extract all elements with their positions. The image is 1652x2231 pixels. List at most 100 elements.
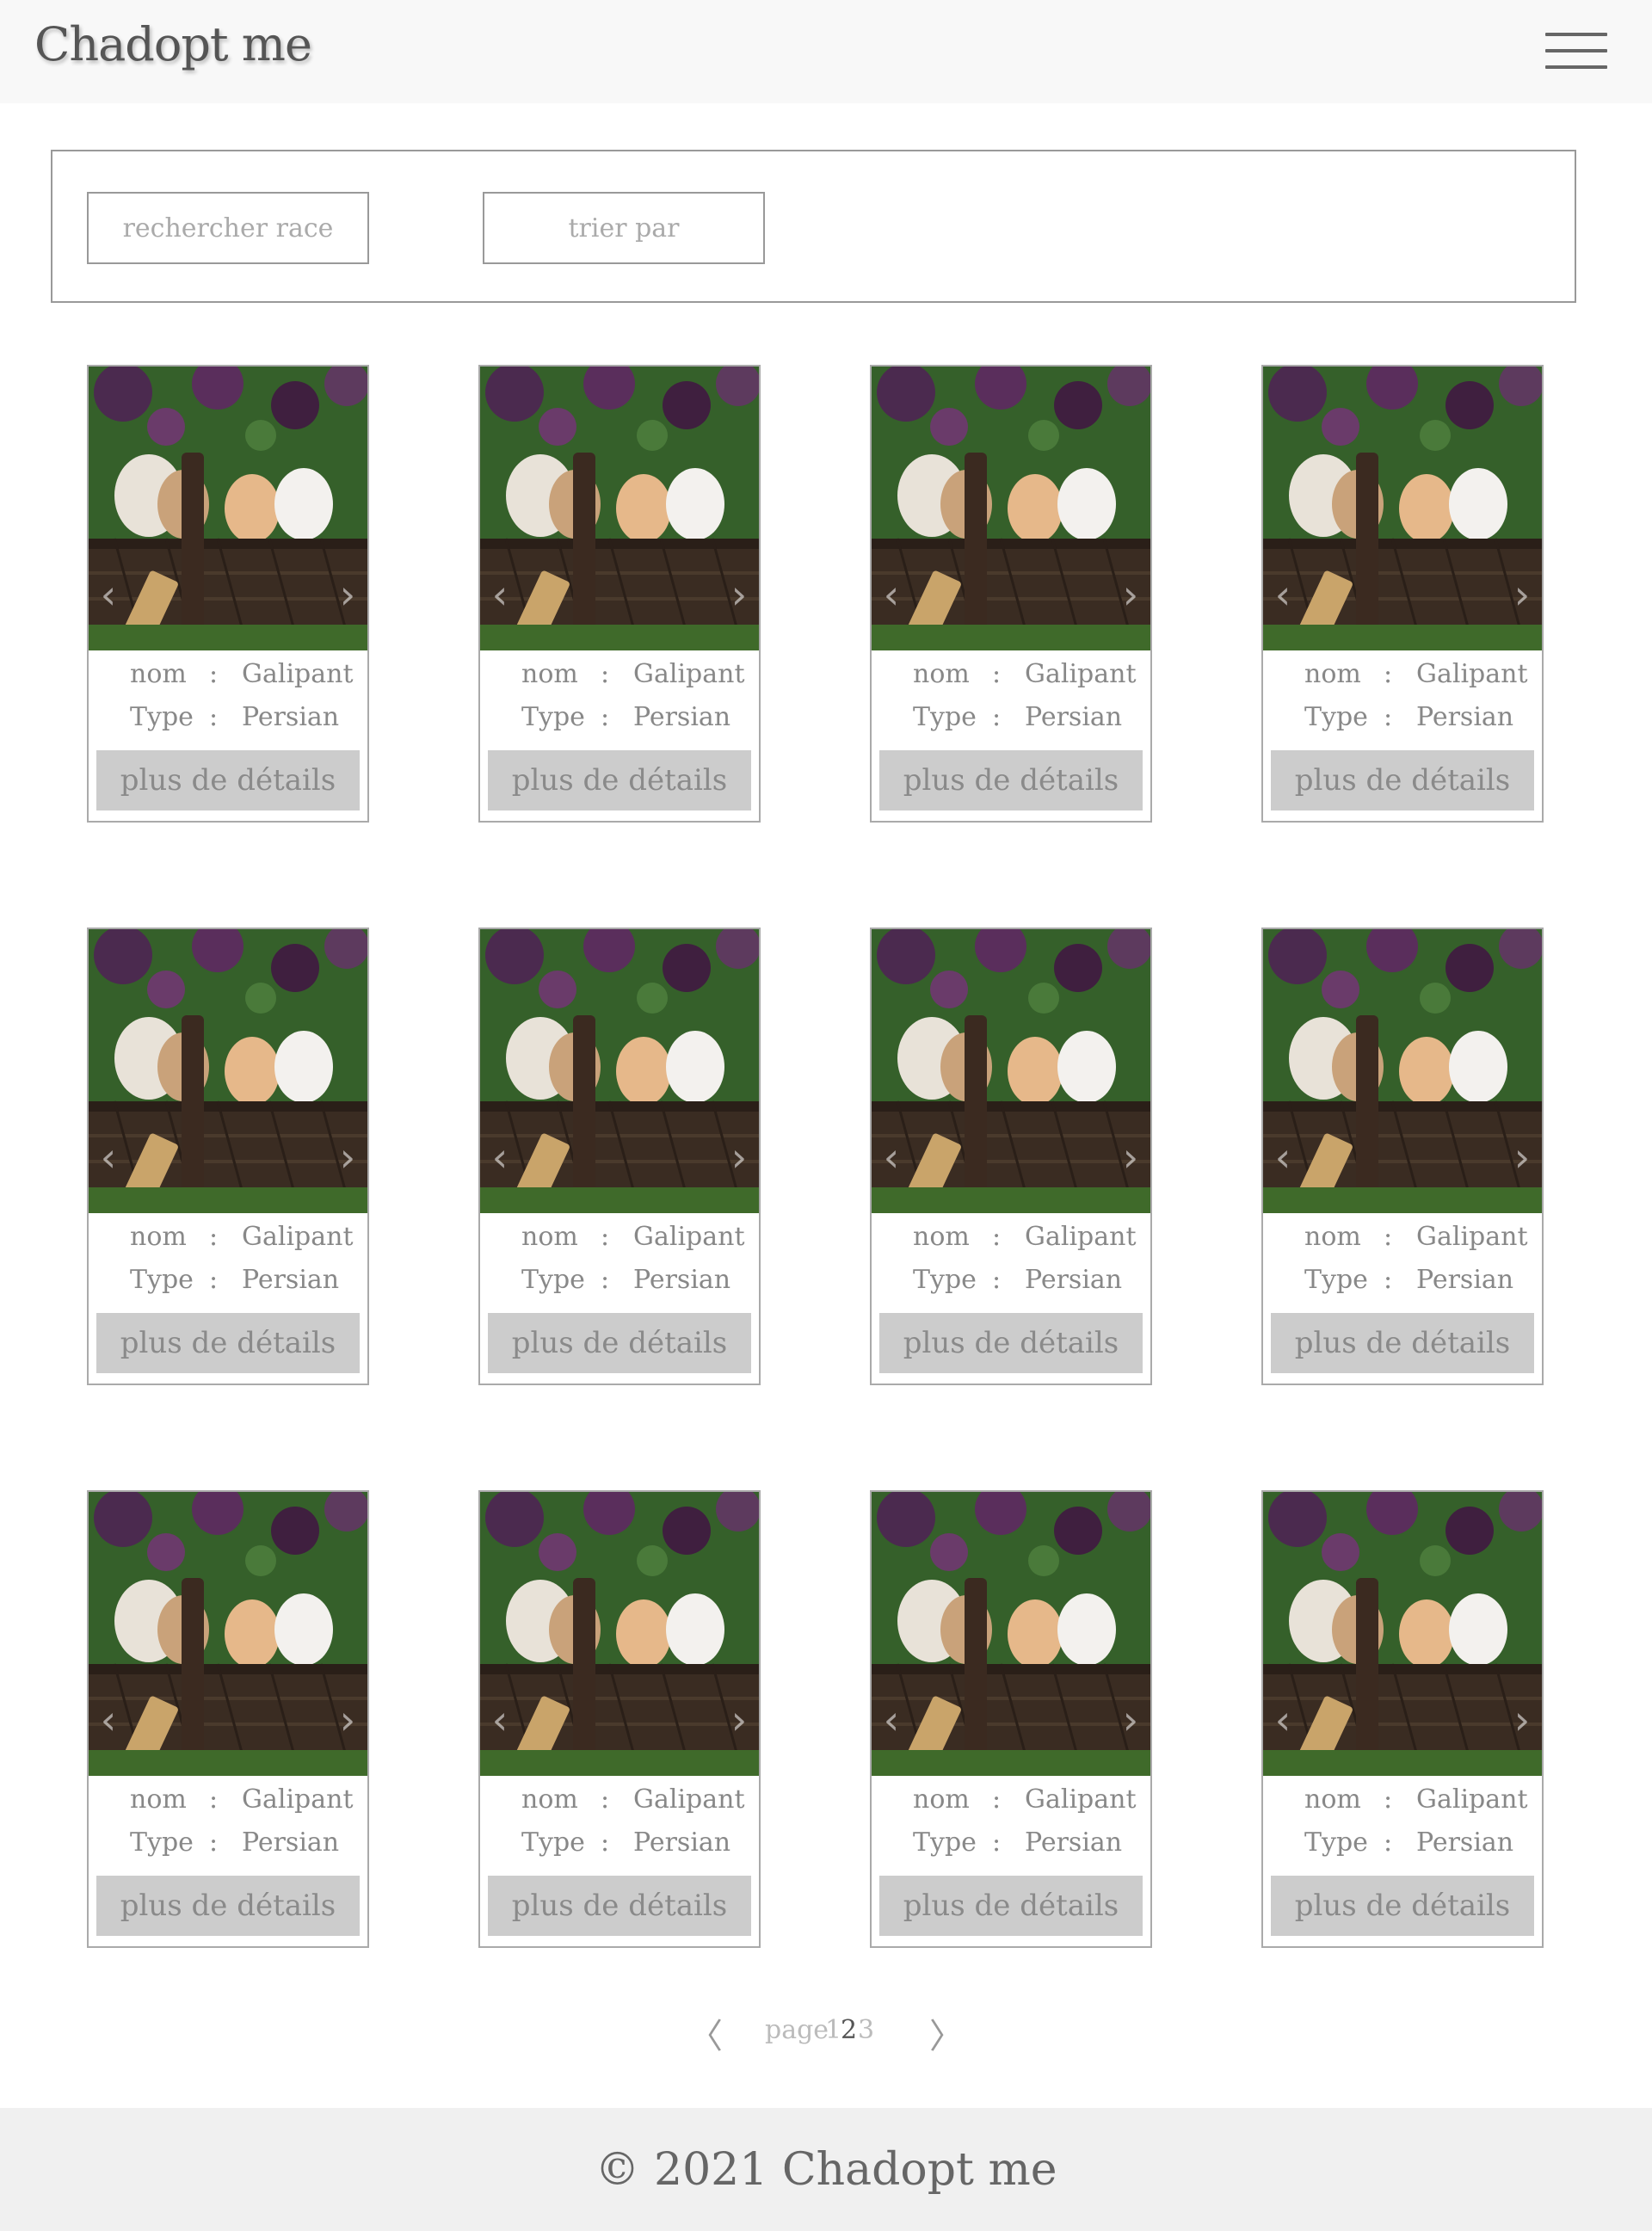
carousel-prev-icon[interactable]: ‹ — [883, 1134, 900, 1180]
carousel-prev-icon[interactable]: ‹ — [883, 571, 900, 618]
separator: : — [209, 702, 219, 732]
details-button[interactable]: plus de détails — [96, 1876, 360, 1936]
cat-photo[interactable]: ‹ › — [480, 929, 759, 1213]
type-row: Type: Persian — [480, 1827, 759, 1865]
cat-photo[interactable]: ‹ › — [872, 929, 1150, 1213]
separator: : — [1384, 1265, 1393, 1295]
carousel-prev-icon[interactable]: ‹ — [100, 571, 117, 618]
name-value: Galipant — [1416, 659, 1528, 689]
separator: : — [992, 1827, 1002, 1858]
type-label: Type — [130, 702, 194, 732]
cat-photo-art — [89, 1492, 367, 1776]
carousel-prev-icon[interactable]: ‹ — [100, 1697, 117, 1743]
details-button[interactable]: plus de détails — [96, 1313, 360, 1373]
separator: : — [209, 1265, 219, 1295]
carousel-prev-icon[interactable]: ‹ — [491, 571, 509, 618]
cat-photo-art — [480, 1492, 759, 1776]
carousel-next-icon[interactable]: › — [730, 1697, 748, 1743]
cat-photo[interactable]: ‹ › — [1263, 929, 1542, 1213]
type-row: Type: Persian — [89, 1265, 367, 1303]
carousel-next-icon[interactable]: › — [1513, 1697, 1531, 1743]
separator: : — [601, 702, 610, 732]
carousel-prev-icon[interactable]: ‹ — [883, 1697, 900, 1743]
cat-photo[interactable]: ‹ › — [89, 367, 367, 650]
name-label: nom — [521, 659, 578, 689]
page-link-3[interactable]: 3 — [858, 2015, 875, 2045]
carousel-prev-icon[interactable]: ‹ — [1274, 1134, 1291, 1180]
hamburger-menu-icon[interactable] — [1545, 31, 1607, 71]
carousel-prev-icon[interactable]: ‹ — [491, 1697, 509, 1743]
type-value: Persian — [1416, 702, 1514, 732]
details-button[interactable]: plus de détails — [488, 1876, 751, 1936]
cat-card: ‹ › nom: Galipant Type: Persian plus de détail… — [87, 365, 369, 823]
type-row: Type: Persian — [1263, 1265, 1542, 1303]
cat-photo-art — [1263, 1492, 1542, 1776]
page-link-1[interactable]: 1 — [825, 2015, 842, 2045]
type-row: Type: Persian — [1263, 702, 1542, 740]
separator: : — [1384, 1222, 1393, 1252]
type-row: Type: Persian — [872, 1265, 1150, 1303]
cat-photo[interactable]: ‹ › — [872, 367, 1150, 650]
carousel-next-icon[interactable]: › — [339, 1134, 356, 1180]
name-value: Galipant — [1025, 659, 1137, 689]
carousel-prev-icon[interactable]: ‹ — [100, 1134, 117, 1180]
name-label: nom — [913, 659, 970, 689]
details-button[interactable]: plus de détails — [1271, 1876, 1534, 1936]
search-breed-button[interactable]: rechercher race — [87, 192, 369, 264]
carousel-next-icon[interactable]: › — [1122, 1134, 1139, 1180]
name-label: nom — [130, 1784, 187, 1815]
cat-photo[interactable]: ‹ › — [89, 1492, 367, 1776]
carousel-next-icon[interactable]: › — [730, 1134, 748, 1180]
prev-page-icon[interactable]: 〈 — [688, 2017, 723, 2056]
carousel-next-icon[interactable]: › — [1122, 1697, 1139, 1743]
cat-card: ‹ › nom: Galipant Type: Persian plus de détail… — [1261, 365, 1544, 823]
name-value: Galipant — [242, 1784, 354, 1815]
carousel-next-icon[interactable]: › — [1513, 571, 1531, 618]
details-button[interactable]: plus de détails — [488, 750, 751, 810]
name-row: nom: Galipant — [89, 659, 367, 697]
cat-photo[interactable]: ‹ › — [1263, 367, 1542, 650]
cat-photo-art — [89, 367, 367, 650]
carousel-next-icon[interactable]: › — [1513, 1134, 1531, 1180]
cat-photo[interactable]: ‹ › — [480, 1492, 759, 1776]
type-row: Type: Persian — [872, 1827, 1150, 1865]
type-value: Persian — [1416, 1265, 1514, 1295]
separator: : — [601, 1827, 610, 1858]
menu-bar — [1545, 65, 1607, 69]
carousel-next-icon[interactable]: › — [339, 1697, 356, 1743]
details-button[interactable]: plus de détails — [879, 1876, 1143, 1936]
cat-photo[interactable]: ‹ › — [89, 929, 367, 1213]
footer: © 2021 Chadopt me — [0, 2108, 1652, 2231]
type-value: Persian — [1416, 1827, 1514, 1858]
carousel-prev-icon[interactable]: ‹ — [1274, 1697, 1291, 1743]
cat-photo[interactable]: ‹ › — [872, 1492, 1150, 1776]
type-value: Persian — [242, 1827, 340, 1858]
details-button[interactable]: plus de détails — [96, 750, 360, 810]
details-button[interactable]: plus de détails — [1271, 1313, 1534, 1373]
carousel-next-icon[interactable]: › — [339, 571, 356, 618]
name-row: nom: Galipant — [480, 1784, 759, 1822]
type-value: Persian — [633, 702, 731, 732]
details-button[interactable]: plus de détails — [1271, 750, 1534, 810]
cat-photo[interactable]: ‹ › — [480, 367, 759, 650]
name-value: Galipant — [242, 1222, 354, 1252]
carousel-next-icon[interactable]: › — [730, 571, 748, 618]
type-value: Persian — [1025, 1265, 1123, 1295]
cat-photo-art — [480, 929, 759, 1213]
sort-by-button[interactable]: trier par — [483, 192, 765, 264]
brand-logo[interactable]: Chadopt me — [34, 17, 312, 71]
next-page-icon[interactable]: 〉 — [929, 2017, 964, 2056]
separator: : — [601, 1784, 610, 1815]
details-button[interactable]: plus de détails — [879, 750, 1143, 810]
cat-card: ‹ › nom: Galipant Type: Persian plus de détail… — [478, 928, 761, 1385]
cat-photo[interactable]: ‹ › — [1263, 1492, 1542, 1776]
page-link-2[interactable]: 2 — [841, 2015, 858, 2045]
details-button[interactable]: plus de détails — [879, 1313, 1143, 1373]
type-value: Persian — [242, 1265, 340, 1295]
details-button[interactable]: plus de détails — [488, 1313, 751, 1373]
carousel-next-icon[interactable]: › — [1122, 571, 1139, 618]
carousel-prev-icon[interactable]: ‹ — [491, 1134, 509, 1180]
carousel-prev-icon[interactable]: ‹ — [1274, 571, 1291, 618]
name-row: nom: Galipant — [480, 659, 759, 697]
cat-card: ‹ › nom: Galipant Type: Persian plus de détail… — [870, 928, 1152, 1385]
